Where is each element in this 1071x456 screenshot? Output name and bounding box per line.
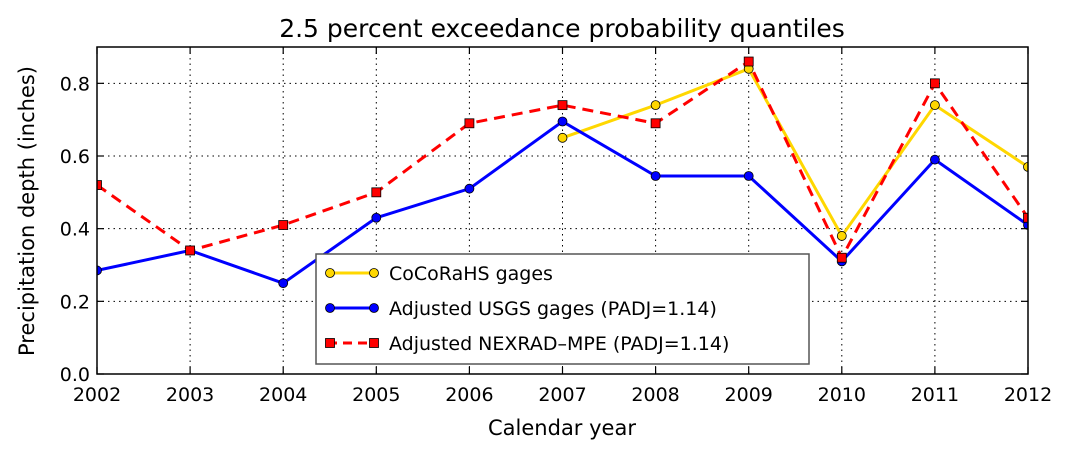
data-point (464, 183, 475, 194)
legend-label: Adjusted NEXRAD–MPE (PADJ=1.14) (389, 333, 729, 355)
legend-marker (369, 338, 379, 348)
axis-ticks: 2002 2003 2004 2005 2006 2007 2008 2009 2010 2011… (60, 47, 1052, 406)
data-point (557, 116, 568, 127)
data-point (650, 100, 661, 111)
y-tick-label: 0.4 (60, 219, 90, 241)
x-tick-label: 2009 (725, 384, 773, 406)
legend-marker (369, 268, 379, 278)
data-point (278, 278, 289, 289)
legend-marker (325, 303, 335, 313)
y-tick-label: 0.2 (60, 291, 90, 313)
legend-box (315, 253, 810, 365)
data-point (930, 154, 940, 165)
x-tick-label: 2008 (631, 384, 679, 406)
series-line (562, 66, 1028, 239)
data-point (185, 245, 196, 256)
x-tick-label: 2011 (911, 384, 959, 406)
data-point (464, 118, 475, 129)
x-axis-title: Calendar year (488, 416, 636, 440)
x-tick-label: 2006 (445, 384, 493, 406)
plot-area (97, 56, 1028, 289)
x-tick-label: 2004 (259, 384, 307, 406)
series-2 (97, 56, 1028, 263)
data-point (836, 231, 847, 241)
series-line (97, 59, 1028, 262)
data-point (557, 100, 568, 111)
data-point (278, 220, 289, 230)
data-point (97, 265, 102, 276)
data-point (743, 56, 754, 67)
legend-marker (369, 303, 379, 313)
data-point (1023, 220, 1028, 230)
data-point (930, 78, 940, 89)
x-tick-label: 2005 (352, 384, 400, 406)
y-tick-label: 0.8 (60, 73, 90, 95)
legend-label: CoCoRaHS gages (389, 263, 553, 285)
data-point (836, 252, 847, 263)
data-point (97, 180, 102, 190)
x-tick-label: 2007 (538, 384, 586, 406)
x-tick-label: 2012 (1004, 384, 1052, 406)
series-0 (557, 63, 1028, 241)
data-point (557, 132, 568, 143)
x-tick-label: 2002 (73, 384, 121, 406)
data-point (371, 187, 382, 198)
data-point (650, 118, 661, 129)
x-tick-label: 2003 (166, 384, 214, 406)
chart-title: 2.5 percent exceedance probability quant… (279, 14, 845, 43)
data-point (371, 212, 382, 223)
y-tick-label: 0.0 (60, 364, 90, 386)
y-axis-title: Precipitation depth (inches) (15, 66, 39, 356)
x-tick-label: 2010 (818, 384, 866, 406)
data-point (743, 171, 754, 181)
data-point (650, 171, 661, 181)
data-point (1023, 212, 1028, 223)
legend-marker (325, 338, 335, 348)
legend-label: Adjusted USGS gages (PADJ=1.14) (389, 298, 717, 320)
data-point (930, 100, 940, 111)
data-point (1023, 162, 1028, 172)
legend: CoCoRaHS gages Adjusted USGS gages (PADJ=… (315, 253, 810, 365)
legend-marker (325, 268, 335, 278)
y-tick-label: 0.6 (60, 146, 90, 168)
